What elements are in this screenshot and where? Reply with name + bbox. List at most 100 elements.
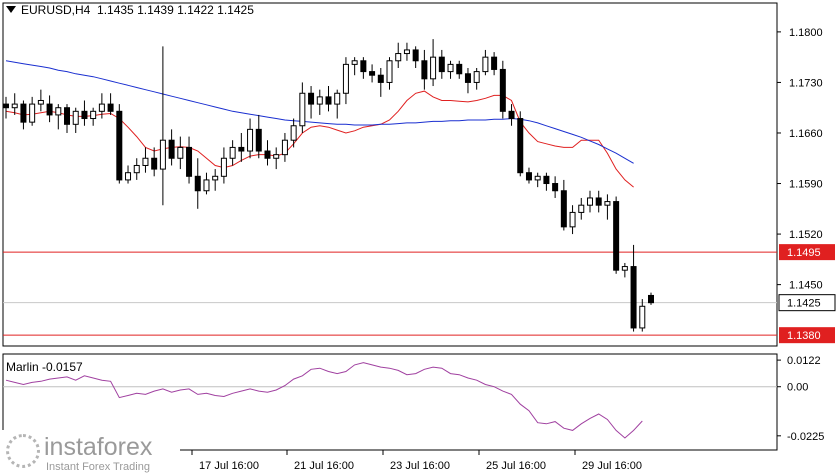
candle-bull <box>430 56 437 80</box>
candle-bull <box>177 146 184 159</box>
price-tick-label: 1.1660 <box>789 128 823 140</box>
candle-bear <box>456 63 463 75</box>
candle-bull <box>621 266 628 271</box>
instaforex-logo-icon <box>6 434 40 468</box>
candle-bull <box>604 201 611 206</box>
high-value: 1.1439 <box>137 3 174 17</box>
candle-bear <box>499 68 506 112</box>
indicator-label: Marlin -0.0157 <box>6 360 83 374</box>
current-price-label: 1.1425 <box>787 298 821 310</box>
candle-bull <box>90 110 97 120</box>
indicator-tick-label: -0.0225 <box>787 431 824 443</box>
candle-bull <box>534 175 541 181</box>
candle-bear <box>186 146 193 177</box>
watermark-tagline: Instant Forex Trading <box>46 461 150 473</box>
candle-bull <box>159 139 166 170</box>
candle-bull <box>569 211 576 228</box>
candle-bear <box>412 49 419 62</box>
candle-bear <box>525 172 532 181</box>
candle-bull <box>133 164 140 174</box>
moving-averages <box>5 60 634 188</box>
candle-bear <box>107 103 114 112</box>
candle-bear <box>464 73 471 83</box>
price-tick-label: 1.1450 <box>789 280 823 292</box>
candle-bear <box>255 128 262 152</box>
candle-bear <box>438 56 445 73</box>
candle-bull <box>37 99 44 105</box>
candle-bull <box>229 146 236 159</box>
candle-bull <box>247 128 254 152</box>
candle-bull <box>203 179 210 192</box>
chart-header: EURUSD,H4 1.1435 1.1439 1.1422 1.1425 <box>6 3 254 17</box>
candle-bull <box>639 305 646 329</box>
candle-bull <box>578 204 585 213</box>
candle-bear <box>116 110 123 181</box>
candle-bull <box>473 71 480 83</box>
level-label: 1.1380 <box>787 330 821 342</box>
candle-bear <box>46 103 53 116</box>
marlin-line <box>5 362 643 439</box>
candle-bull <box>447 63 454 73</box>
indicator-tick-label: 0.00 <box>787 382 808 394</box>
candle-bear <box>3 103 9 109</box>
current-price-box <box>778 294 836 312</box>
candle-bear <box>595 197 602 206</box>
candle-bull <box>316 96 323 105</box>
candle-bear <box>560 190 567 228</box>
candle-bull <box>72 110 79 125</box>
horizontal-levels: 1.1495 1.1380 1.1425 <box>3 244 836 344</box>
candle-bear <box>64 107 71 125</box>
marlin-indicator <box>3 362 777 439</box>
time-tick-label: 25 Jul 16:00 <box>486 460 546 472</box>
candle-bull <box>273 154 280 159</box>
candle-bear <box>194 175 201 192</box>
candle-bear <box>81 110 88 120</box>
candle-bear <box>543 175 550 185</box>
price-tick-label: 1.1520 <box>789 229 823 241</box>
candle-bull <box>386 60 393 83</box>
candle-bear <box>517 118 524 174</box>
candle-bull <box>281 139 288 156</box>
level-label: 1.1495 <box>787 247 821 259</box>
candle-bull <box>586 197 593 206</box>
slow-ma-line <box>5 60 634 164</box>
open-value: 1.1435 <box>97 3 134 17</box>
candle-bear <box>369 71 376 76</box>
candle-bull <box>342 63 349 94</box>
candle-bull <box>98 103 105 112</box>
candles <box>3 39 654 332</box>
candle-bull <box>334 92 341 105</box>
candle-bear <box>360 60 367 73</box>
symbol-label: EURUSD,H4 <box>21 3 91 17</box>
candle-bull <box>299 92 306 127</box>
candle-bull <box>220 157 227 177</box>
candle-bear <box>151 157 158 170</box>
price-tick-label: 1.1590 <box>789 179 823 191</box>
candle-bear <box>552 183 559 192</box>
indicator-tick-label: 0.0122 <box>787 355 821 367</box>
candle-bear <box>20 103 27 123</box>
candle-bull <box>29 103 36 123</box>
candle-bull <box>395 53 402 62</box>
candle-bear <box>491 56 498 70</box>
low-value: 1.1422 <box>177 3 214 17</box>
chart-frames <box>2 2 778 451</box>
level-label-box <box>779 327 835 344</box>
dropdown-triangle-icon[interactable] <box>6 6 16 13</box>
close-value: 1.1425 <box>217 3 254 17</box>
candle-bull <box>212 175 219 181</box>
time-tick-label: 21 Jul 16:00 <box>294 460 354 472</box>
level-label-box <box>779 244 835 261</box>
candle-bear <box>168 139 175 159</box>
candle-bull <box>403 49 410 55</box>
candle-bull <box>482 56 489 73</box>
candle-bear <box>648 294 654 304</box>
candle-bear <box>238 146 245 152</box>
main-panel-frame <box>2 2 778 347</box>
indicator-panel-frame <box>2 353 778 451</box>
axes: 1.1800 1.1730 1.1660 1.1590 1.1520 1.1450 0.01… <box>191 27 824 472</box>
candle-bull <box>55 107 62 116</box>
candle-bear <box>613 201 620 271</box>
price-tick-label: 1.1730 <box>789 77 823 89</box>
